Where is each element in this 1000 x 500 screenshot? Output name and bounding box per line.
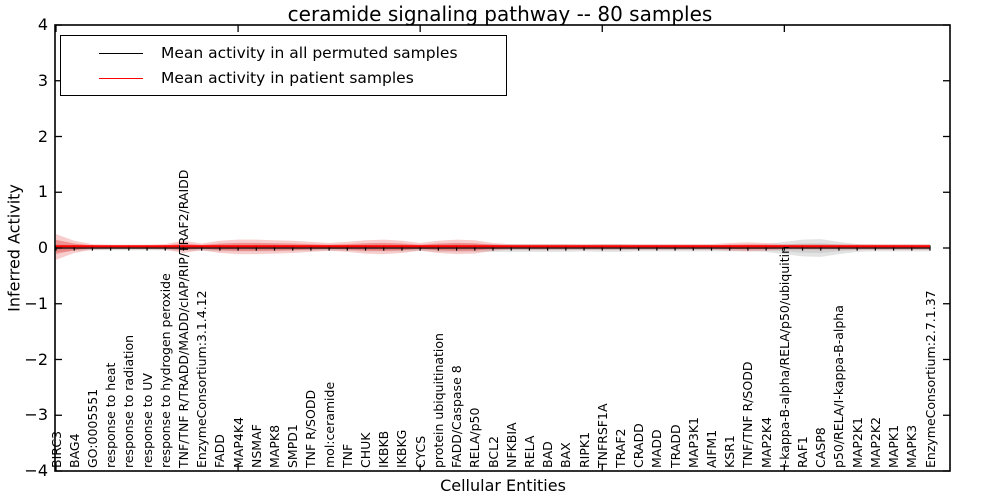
x-tick-label: TNF R/SODD xyxy=(303,389,319,468)
x-tick-label: CASP8 xyxy=(813,427,829,468)
chart-title: ceramide signaling pathway -- 80 samples xyxy=(287,2,713,26)
x-tick-label: BAD xyxy=(540,441,556,468)
x-tick-label: mol:ceramide xyxy=(321,381,337,468)
x-tick-label: TRADD xyxy=(667,424,683,468)
y-tick-label: −3 xyxy=(24,405,48,425)
x-tick-label: AIFM1 xyxy=(704,429,719,468)
x-tick-label: response to heat xyxy=(103,362,119,468)
x-tick-label: NFKBIA xyxy=(503,422,519,468)
y-tick-label: 1 xyxy=(37,182,48,202)
x-tick-label: SMPD1 xyxy=(285,424,301,468)
x-tick-label: response to hydrogen peroxide xyxy=(157,273,173,468)
x-tick-label: p50/RELA/I-kappa-B-alpha xyxy=(831,305,847,468)
x-tick-label: MAPK8 xyxy=(267,424,282,468)
x-tick-label: MAP4K4 xyxy=(230,417,246,468)
y-tick-label: 4 xyxy=(37,15,48,34)
x-tick-label: BAX xyxy=(558,442,574,468)
y-tick-label: −1 xyxy=(24,293,48,313)
x-tick-label: BCL2 xyxy=(485,435,501,468)
x-tick-label: RAF1 xyxy=(795,436,811,468)
x-tick-label: GO:0005551 xyxy=(84,388,100,468)
x-tick-label: MAP3K1 xyxy=(685,417,701,468)
y-tick-label: 2 xyxy=(37,126,48,146)
x-tick-label: BAG4 xyxy=(66,433,82,468)
x-tick-label: MAP2K1 xyxy=(849,417,865,468)
legend-label-permuted: Mean activity in all permuted samples xyxy=(161,44,458,62)
x-tick-label: CRADD xyxy=(631,423,647,468)
permuted-line-sample xyxy=(99,52,143,54)
x-tick-label: CHUK xyxy=(358,432,374,468)
x-tick-label: TRAF2 xyxy=(612,428,628,468)
x-tick-label: FADD xyxy=(212,434,228,468)
x-tick-label: EnzymeConsortium:3.1.4.12 xyxy=(194,290,210,468)
patient-line-sample xyxy=(99,77,143,79)
x-tick-label: RELA/p50 xyxy=(467,407,483,468)
x-tick-label: TNF/TNF R/TRADD/MADD/cIAP/RIP/TRAF2/RAID… xyxy=(175,169,191,468)
x-tick-label: RIPK1 xyxy=(576,431,592,468)
x-tick-label: IKBKG xyxy=(394,429,410,468)
x-tick-label: BIRC3 xyxy=(48,430,64,468)
x-tick-label: response to radiation xyxy=(121,334,137,468)
y-tick-label: 0 xyxy=(37,238,48,257)
y-tick-label: 3 xyxy=(37,70,48,90)
x-tick-label: CYCS xyxy=(412,435,428,468)
x-tick-label: IKBKB xyxy=(376,430,392,468)
y-tick-label: −2 xyxy=(24,349,48,369)
x-tick-label: I-kappa-B-alpha/RELA/p50/ubiquitin xyxy=(776,245,792,468)
x-tick-label: FADD/Caspase 8 xyxy=(449,365,465,468)
x-tick-label: TNF xyxy=(339,443,355,468)
x-tick-label: MADD xyxy=(649,429,665,468)
x-tick-label: MAPK1 xyxy=(886,424,902,468)
x-axis-label: Cellular Entities xyxy=(440,476,566,495)
x-tick-label: EnzymeConsortium:2.7.1.37 xyxy=(922,290,938,468)
x-tick-label: TNF/TNF R/SODD xyxy=(740,361,756,468)
x-tick-label: MAP2K4 xyxy=(758,417,774,468)
legend-item-permuted: Mean activity in all permuted samples xyxy=(73,44,494,62)
x-tick-label: TNFRSF1A xyxy=(594,403,610,469)
x-tick-label: response to UV xyxy=(139,373,155,468)
x-tick-label: protein ubiquitination xyxy=(430,333,446,468)
x-tick-label: NSMAF xyxy=(248,424,264,468)
legend-item-patient: Mean activity in patient samples xyxy=(73,69,494,87)
x-tick-label: RELA xyxy=(521,435,537,468)
legend-label-patient: Mean activity in patient samples xyxy=(161,69,414,87)
x-tick-label: MAPK3 xyxy=(904,424,920,468)
y-tick-label: −4 xyxy=(24,461,48,480)
legend-box: Mean activity in all permuted samples Me… xyxy=(60,35,507,96)
x-tick-label: KSR1 xyxy=(722,435,738,468)
x-tick-label: MAP2K2 xyxy=(867,417,883,468)
